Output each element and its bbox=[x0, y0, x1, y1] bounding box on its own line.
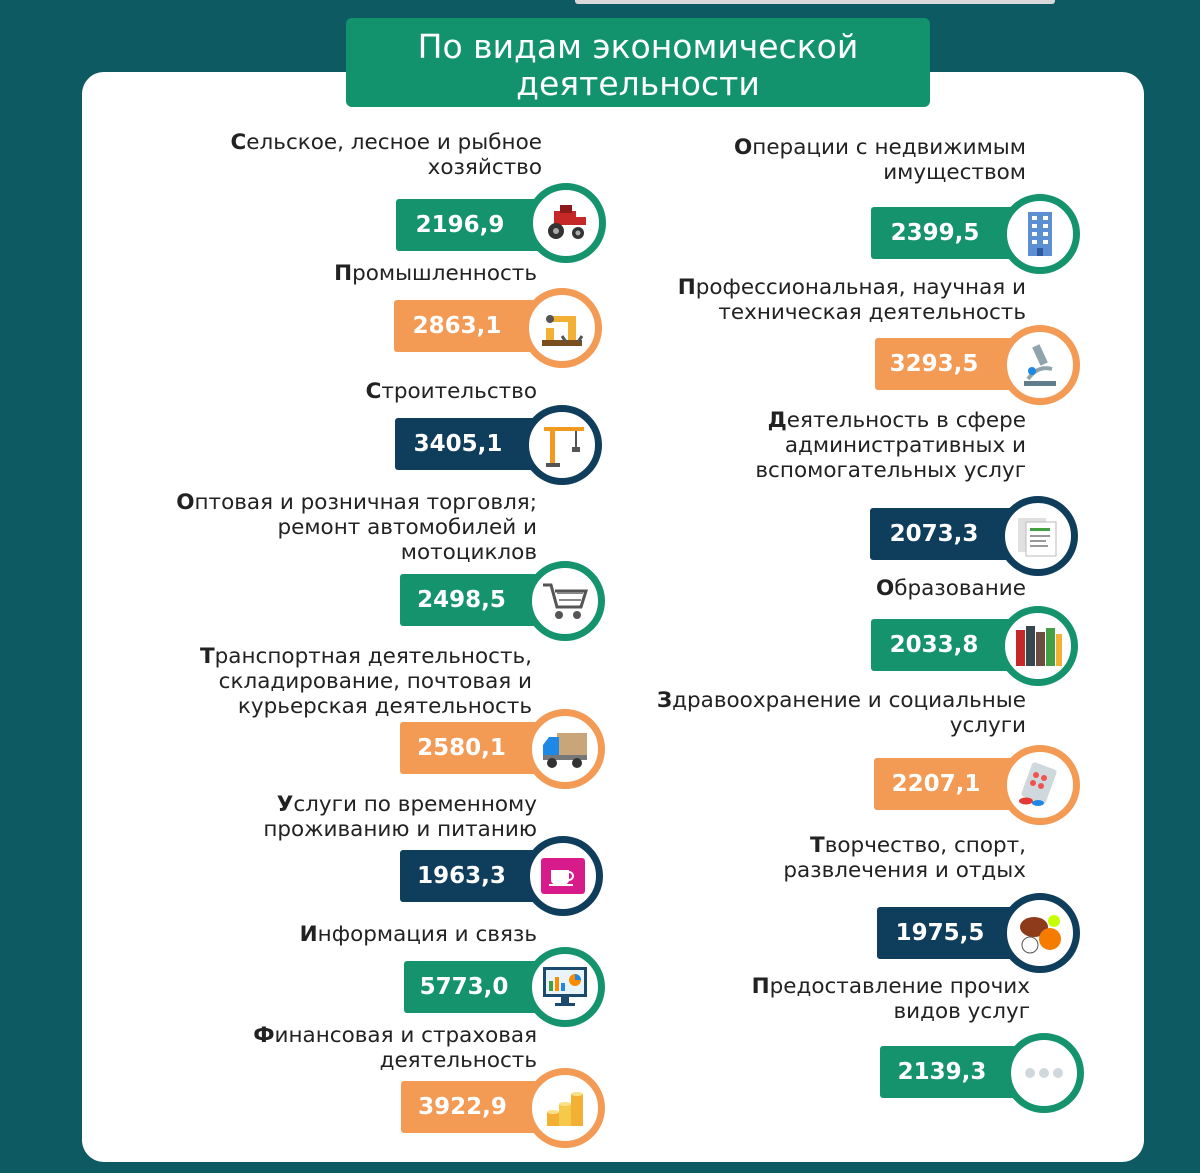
category-label-rest: ромышленность bbox=[352, 261, 537, 286]
value-text: 2033,8 bbox=[889, 632, 979, 658]
coins-icon bbox=[525, 1068, 605, 1148]
category-label: Информация и связь bbox=[300, 922, 537, 947]
books-icon bbox=[998, 606, 1078, 686]
value-text: 2498,5 bbox=[417, 587, 506, 613]
value-text: 3293,5 bbox=[889, 351, 979, 377]
microscope-icon bbox=[1000, 325, 1080, 405]
category-label-initial: О bbox=[875, 576, 895, 601]
category-label: Услуги по временному проживанию и питани… bbox=[263, 792, 537, 842]
category-label: Промышленность bbox=[334, 261, 537, 286]
category-label-rest: слуги по временному проживанию и питанию bbox=[263, 792, 537, 842]
category-label-rest: ранспортная деятельность, складирование,… bbox=[214, 644, 532, 719]
truck-icon bbox=[525, 709, 605, 789]
pills-icon bbox=[1000, 745, 1080, 825]
category-label-rest: нформация и связь bbox=[317, 922, 537, 947]
category-label: Сельское, лесное и рыбное хозяйство bbox=[231, 130, 542, 180]
category-label-rest: ельское, лесное и рыбное хозяйство bbox=[246, 130, 542, 180]
crane-icon-graphic bbox=[544, 427, 584, 467]
robot-arm-icon-graphic bbox=[542, 315, 584, 346]
shopping-cart-icon bbox=[525, 561, 605, 641]
value-text: 5773,0 bbox=[419, 974, 509, 1000]
category-label: Строительство bbox=[366, 379, 537, 404]
page-title-text: По видам экономической деятельности bbox=[417, 26, 859, 103]
tractor-icon-graphic bbox=[548, 205, 586, 239]
tractor-icon bbox=[526, 183, 606, 263]
coffee-cup-icon bbox=[523, 836, 603, 916]
category-label: Творчество, спорт, развлечения и отдых bbox=[783, 833, 1026, 883]
category-label-initial: С bbox=[365, 379, 382, 404]
category-label-rest: птовая и розничная торговля; ремонт авто… bbox=[194, 490, 538, 565]
category-label-initial: И bbox=[299, 922, 318, 947]
value-text: 2073,3 bbox=[889, 521, 979, 547]
category-label-rest: бразование bbox=[894, 576, 1026, 601]
category-label: Образование bbox=[876, 576, 1026, 601]
documents-icon-graphic bbox=[1018, 518, 1057, 557]
category-label-rest: ворчество, спорт, развлечения и отдых bbox=[783, 833, 1026, 883]
category-label-rest: рофессиональная, научная и техническая д… bbox=[695, 275, 1026, 325]
top-strip bbox=[575, 0, 1055, 4]
value-text: 2863,1 bbox=[412, 313, 502, 339]
category-label: Финансовая и страховая деятельность bbox=[253, 1023, 537, 1073]
category-label-rest: редоставление прочих видов услуг bbox=[769, 974, 1030, 1024]
category-label-rest: еятельность в сфере административных и в… bbox=[755, 408, 1026, 483]
crane-icon bbox=[522, 405, 602, 485]
category-label-initial: О bbox=[176, 490, 195, 515]
books-icon-graphic bbox=[1016, 626, 1062, 666]
category-label-initial: П bbox=[677, 275, 696, 300]
category-label: Деятельность в сфере административных и … bbox=[755, 408, 1026, 483]
more-dots-icon bbox=[1004, 1033, 1084, 1113]
robot-arm-icon bbox=[522, 288, 602, 368]
category-label: Профессиональная, научная и техническая … bbox=[678, 275, 1026, 325]
category-label-initial: Ф bbox=[253, 1023, 275, 1048]
category-label-rest: троительство bbox=[381, 379, 537, 404]
value-text: 1975,5 bbox=[895, 920, 985, 946]
category-label-initial: О bbox=[733, 135, 753, 160]
shopping-cart-icon-graphic bbox=[543, 583, 589, 619]
building-icon bbox=[1000, 194, 1080, 274]
more-dots-icon-graphic bbox=[1025, 1068, 1063, 1078]
coins-icon-graphic bbox=[547, 1092, 583, 1126]
category-label-initial: С bbox=[230, 130, 247, 155]
computer-monitor-icon bbox=[525, 947, 605, 1027]
page-title: По видам экономической деятельности bbox=[346, 18, 930, 107]
category-label-initial: Т bbox=[199, 644, 215, 669]
building-icon-graphic bbox=[1028, 212, 1052, 256]
category-label-initial: У bbox=[276, 792, 294, 817]
value-text: 1963,3 bbox=[417, 863, 506, 889]
sports-balls-icon-graphic bbox=[1020, 915, 1061, 954]
value-text: 2399,5 bbox=[890, 220, 980, 246]
pills-icon-graphic bbox=[1019, 762, 1057, 806]
category-label: Операции с недвижимым имуществом bbox=[734, 135, 1026, 185]
value-text: 3405,1 bbox=[413, 431, 503, 457]
category-label-initial: З bbox=[656, 688, 673, 713]
category-label-initial: Д bbox=[767, 408, 787, 433]
truck-icon-graphic bbox=[543, 733, 587, 768]
category-label: Транспортная деятельность, складирование… bbox=[200, 644, 532, 719]
category-label-rest: перации с недвижимым имуществом bbox=[752, 135, 1026, 185]
microscope-icon-graphic bbox=[1024, 344, 1056, 386]
category-label-rest: дравоохранение и социальные услуги bbox=[672, 688, 1026, 738]
category-label-initial: П bbox=[334, 261, 353, 286]
sports-balls-icon bbox=[1000, 893, 1080, 973]
computer-monitor-icon-graphic bbox=[543, 967, 587, 1006]
category-label-initial: Т bbox=[810, 833, 825, 858]
category-label: Оптовая и розничная торговля; ремонт авт… bbox=[176, 490, 537, 565]
value-text: 2139,3 bbox=[897, 1059, 987, 1085]
value-text: 2196,9 bbox=[415, 212, 505, 238]
value-text: 2580,1 bbox=[417, 735, 506, 761]
category-label-rest: инансовая и страховая деятельность bbox=[274, 1023, 537, 1073]
category-label: Предоставление прочих видов услуг bbox=[752, 974, 1030, 1024]
value-text: 3922,9 bbox=[418, 1094, 507, 1120]
category-label: Здравоохранение и социальные услуги bbox=[657, 688, 1026, 738]
value-text: 2207,1 bbox=[891, 771, 981, 797]
category-label-initial: П bbox=[751, 974, 770, 999]
documents-icon bbox=[998, 496, 1078, 576]
coffee-cup-icon-graphic bbox=[541, 858, 585, 894]
